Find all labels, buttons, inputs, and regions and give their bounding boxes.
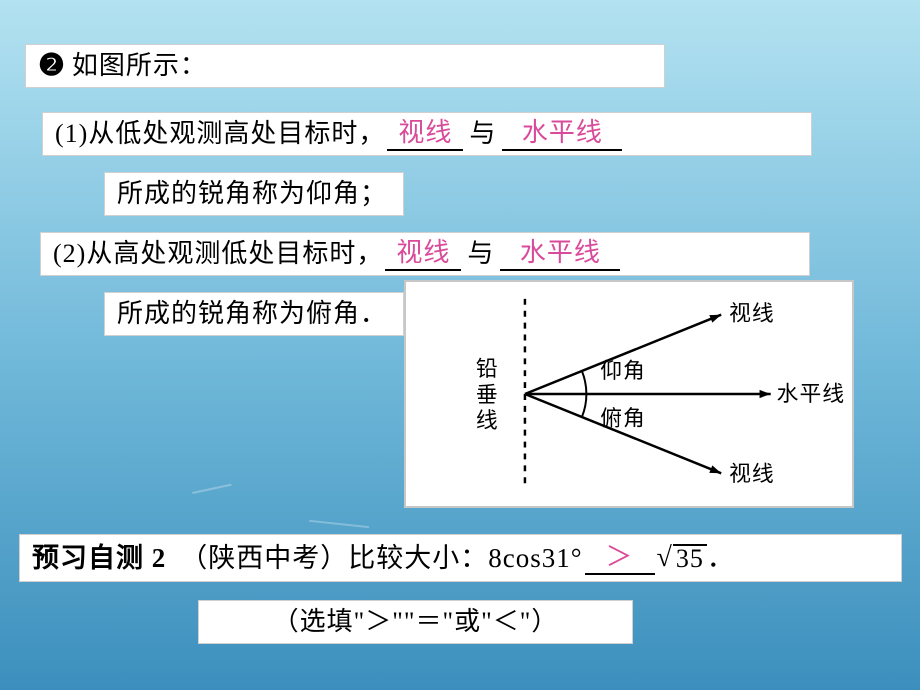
item2-line2: 所成的锐角称为俯角． bbox=[104, 292, 404, 336]
quiz-period: ． bbox=[707, 542, 735, 574]
svg-text:仰角: 仰角 bbox=[600, 359, 646, 383]
item1-joiner: 与 bbox=[469, 118, 496, 149]
item2-blank1: 视线 bbox=[385, 237, 461, 270]
svg-text:视线: 视线 bbox=[729, 302, 775, 326]
sqrt-symbol: √ bbox=[657, 544, 673, 572]
decoration bbox=[309, 502, 371, 528]
item2-joiner: 与 bbox=[467, 238, 494, 269]
svg-text:俯角: 俯角 bbox=[600, 407, 646, 431]
header-panel: ❷ 如图所示： bbox=[25, 44, 665, 88]
svg-text:铅: 铅 bbox=[476, 357, 499, 381]
sqrt-expr: √ 35 bbox=[657, 544, 707, 572]
item2-prefix: (2)从高处观测低处目标时， bbox=[53, 238, 383, 269]
header-text: 如图所示： bbox=[72, 50, 207, 81]
item1-prefix: (1)从低处观测高处目标时， bbox=[55, 118, 385, 149]
item2-line1: (2)从高处观测低处目标时， 视线 与 水平线 bbox=[40, 232, 810, 276]
svg-text:视线: 视线 bbox=[729, 462, 775, 486]
svg-text:垂: 垂 bbox=[476, 383, 499, 407]
item1-blank2: 水平线 bbox=[502, 117, 622, 150]
quiz-hint: （选填"＞""＝"或"＜"） bbox=[273, 606, 559, 637]
svg-text:水平线: 水平线 bbox=[777, 382, 845, 406]
quiz-panel: 预习自测 2 （陕西中考） 比较大小：8cos31° ＞ √ 35 ． bbox=[19, 534, 902, 582]
item2-cont: 所成的锐角称为俯角． bbox=[117, 298, 387, 329]
item1-cont: 所成的锐角称为仰角； bbox=[117, 178, 387, 209]
quiz-question-pre: 比较大小：8cos31° bbox=[348, 542, 582, 574]
quiz-source: （陕西中考） bbox=[180, 542, 348, 574]
item1-blank1: 视线 bbox=[387, 117, 463, 150]
angle-diagram-svg: 铅垂线视线水平线视线仰角俯角 bbox=[406, 280, 852, 508]
decoration bbox=[188, 466, 231, 494]
item2-blank2: 水平线 bbox=[500, 237, 620, 270]
item1-line2: 所成的锐角称为仰角； bbox=[104, 172, 404, 216]
item1-line1: (1)从低处观测高处目标时， 视线 与 水平线 bbox=[42, 112, 812, 156]
bullet: ❷ bbox=[38, 48, 66, 84]
svg-text:线: 线 bbox=[476, 409, 499, 433]
sqrt-arg: 35 bbox=[673, 544, 707, 572]
quiz-hint-panel: （选填"＞""＝"或"＜"） bbox=[198, 600, 633, 644]
quiz-title: 预习自测 2 bbox=[32, 542, 166, 574]
quiz-answer: ＞ bbox=[585, 541, 655, 575]
angle-diagram-panel: 铅垂线视线水平线视线仰角俯角 bbox=[404, 280, 854, 508]
